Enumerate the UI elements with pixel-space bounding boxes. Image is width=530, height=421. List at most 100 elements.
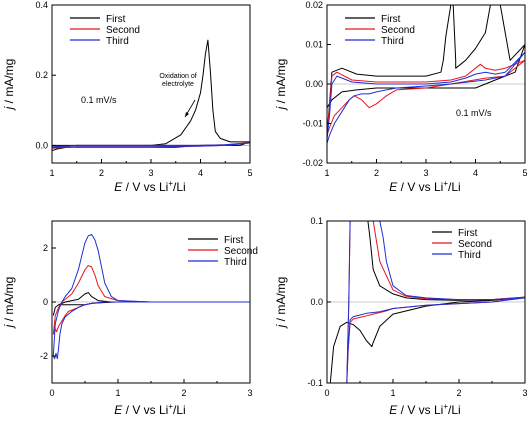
y-tick-label: 0.0 bbox=[310, 297, 323, 307]
annotation-scan-rate: 0.1 mV/s bbox=[456, 108, 492, 118]
x-axis-label: E / V vs Li+/Li bbox=[114, 179, 185, 194]
x-tick-label: 5 bbox=[522, 168, 527, 178]
x-axis-label-part: / V vs Li bbox=[397, 403, 443, 417]
legend-label: Second bbox=[224, 246, 258, 257]
x-axis-label-part: E bbox=[114, 403, 123, 417]
x-axis-label: E / V vs Li+/Li bbox=[389, 402, 460, 417]
series-group bbox=[52, 234, 250, 360]
x-tick-label: 4 bbox=[198, 168, 203, 178]
x-tick-label: 3 bbox=[148, 168, 153, 178]
series-line-second bbox=[327, 59, 525, 136]
x-axis-label-part: E bbox=[389, 403, 398, 417]
x-tick-label: 3 bbox=[522, 388, 527, 398]
annotation-line: electrolyte bbox=[162, 81, 194, 88]
series-line-third bbox=[52, 142, 250, 149]
legend-label: Second bbox=[381, 25, 415, 36]
y-axis-label-part: / mA/mg bbox=[274, 277, 288, 325]
legend-label: Third bbox=[458, 250, 481, 261]
legend-label: Second bbox=[458, 239, 492, 250]
y-axis-label: j / mA/mg bbox=[2, 277, 16, 330]
x-tick-label: 1 bbox=[115, 388, 120, 398]
y-axis-label-part: / mA/mg bbox=[2, 59, 16, 107]
x-axis-label: E / V vs Li+/Li bbox=[389, 179, 460, 194]
series-group bbox=[52, 39, 250, 152]
series-group bbox=[327, 5, 525, 144]
y-axis-label-part: j bbox=[2, 106, 16, 111]
legend-label: Second bbox=[106, 25, 140, 36]
x-axis-label-part: /Li bbox=[448, 180, 461, 194]
annotation-oxidation: Oxidation of electrolyte bbox=[159, 73, 196, 88]
y-tick-label: 0.02 bbox=[305, 0, 323, 10]
y-tick-label: 0.4 bbox=[35, 0, 48, 10]
series-group bbox=[329, 221, 525, 383]
y-tick-label: -0.02 bbox=[302, 158, 323, 168]
chart-panel-1: 1 2 3 4 5 0.0 0.2 0.4 E / V vs Li+/Li j / mA/mg Fi… bbox=[2, 0, 253, 194]
y-axis-label-part: j bbox=[274, 106, 288, 111]
series-line-first bbox=[327, 5, 525, 136]
y-tick-label: -0.01 bbox=[302, 119, 323, 129]
x-axis-label-part: + bbox=[443, 402, 448, 411]
y-tick-label: -2 bbox=[40, 351, 48, 361]
x-axis-label-part: E bbox=[114, 180, 123, 194]
x-tick-label: 2 bbox=[456, 388, 461, 398]
x-tick-label: 1 bbox=[49, 168, 54, 178]
legend-label: Third bbox=[106, 36, 129, 47]
x-axis-label-part: + bbox=[443, 179, 448, 188]
x-tick-label: 1 bbox=[324, 168, 329, 178]
series-line-first bbox=[329, 221, 525, 383]
y-tick-label: 0.1 bbox=[310, 216, 323, 226]
x-axis-label-part: + bbox=[168, 179, 173, 188]
annotation-line: Oxidation of bbox=[159, 73, 196, 80]
x-tick-label: 0 bbox=[324, 388, 329, 398]
x-tick-label: 1 bbox=[390, 388, 395, 398]
x-axis-label-part: /Li bbox=[173, 403, 186, 417]
x-axis-label-part: E bbox=[389, 180, 398, 194]
y-axis-label: j / mA/mg bbox=[274, 59, 288, 112]
x-tick-label: 3 bbox=[423, 168, 428, 178]
x-axis-label-part: / V vs Li bbox=[122, 403, 168, 417]
y-tick-label: 2 bbox=[43, 243, 48, 253]
x-tick-label: 5 bbox=[247, 168, 252, 178]
x-axis-label-part: + bbox=[168, 402, 173, 411]
series-line-third bbox=[327, 51, 525, 144]
chart-panel-2: 1 2 3 4 5-0.02-0.010.000.010.02E / V vs Li+/… bbox=[274, 0, 528, 194]
chart-panel-4: 0 1 2 3 -0.1 0.0 0.1 E / V vs Li+/Li j / mA/mg Fi… bbox=[274, 216, 528, 417]
x-tick-label: 2 bbox=[99, 168, 104, 178]
x-tick-label: 2 bbox=[374, 168, 379, 178]
annotation-scan-rate: 0.1 mV/s bbox=[81, 95, 117, 105]
y-axis-label: j / mA/mg bbox=[274, 277, 288, 330]
x-axis-label: E / V vs Li+/Li bbox=[114, 402, 185, 417]
y-tick-label: 0 bbox=[43, 297, 48, 307]
y-tick-label: 0.01 bbox=[305, 40, 323, 50]
series-line-second bbox=[52, 265, 250, 335]
x-axis-label-part: / V vs Li bbox=[122, 180, 168, 194]
y-axis-label-part: j bbox=[274, 324, 288, 329]
legend-label: First bbox=[458, 228, 478, 239]
legend-label: First bbox=[106, 14, 126, 25]
y-tick-label: 0.0 bbox=[35, 140, 48, 150]
x-tick-label: 4 bbox=[473, 168, 478, 178]
chart-panel-3: 0 1 2 3 -2 0 2 E / V vs Li+/Li j / mA/mg FirstSec… bbox=[2, 220, 258, 417]
x-axis-label-part: / V vs Li bbox=[397, 180, 443, 194]
x-tick-label: 3 bbox=[247, 388, 252, 398]
y-axis-label-part: / mA/mg bbox=[2, 277, 16, 325]
series-line-third bbox=[52, 234, 250, 360]
y-tick-label: 0.00 bbox=[305, 79, 323, 89]
legend-label: Third bbox=[381, 36, 404, 47]
series-line-first bbox=[52, 292, 250, 316]
y-axis-label-part: j bbox=[2, 324, 16, 329]
legend-label: First bbox=[381, 14, 401, 25]
legend-label: Third bbox=[224, 257, 247, 268]
x-tick-label: 2 bbox=[181, 388, 186, 398]
series-line-third bbox=[346, 221, 525, 383]
y-axis-label: j / mA/mg bbox=[2, 59, 16, 112]
y-tick-label: 0.2 bbox=[35, 70, 48, 80]
x-axis-label-part: /Li bbox=[448, 403, 461, 417]
y-axis-label-part: / mA/mg bbox=[274, 59, 288, 107]
x-tick-label: 0 bbox=[49, 388, 54, 398]
x-axis-label-part: /Li bbox=[173, 180, 186, 194]
y-tick-label: -0.1 bbox=[307, 378, 323, 388]
